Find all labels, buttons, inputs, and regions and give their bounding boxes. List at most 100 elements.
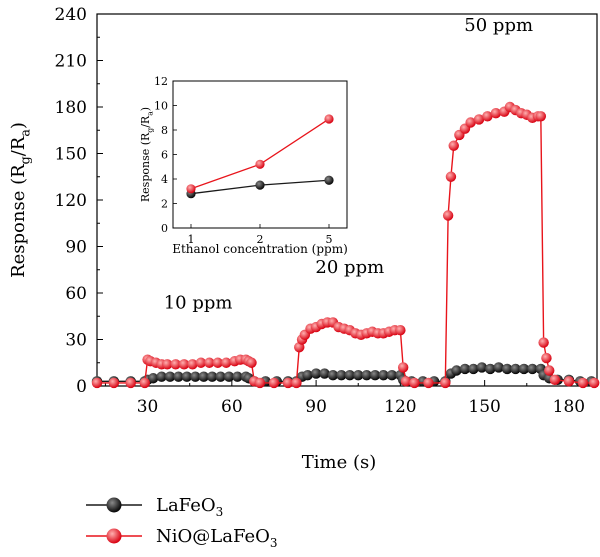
- concentration-label: 10 ppm: [164, 293, 233, 314]
- data-point: [386, 369, 398, 381]
- data-point: [527, 363, 538, 375]
- y-label-part: ): [139, 107, 152, 111]
- y-label-part: Response (R: [8, 164, 29, 278]
- data-point: [369, 369, 381, 381]
- inset-data-point: [186, 184, 196, 194]
- y-label-part: /R: [139, 115, 152, 128]
- legend-label-sub: 3: [270, 536, 278, 550]
- data-point: [221, 357, 232, 368]
- data-point: [473, 114, 485, 125]
- data-point: [91, 377, 103, 389]
- data-point: [588, 377, 600, 389]
- x-tick-label: 180: [553, 397, 585, 417]
- legend-label-base: NiO@LaFeO: [156, 526, 270, 547]
- x-tick-label: 150: [468, 397, 500, 417]
- data-point: [195, 357, 207, 368]
- inset-x-tick-label: 1: [188, 233, 195, 246]
- y-label-sub: g: [145, 128, 154, 133]
- y-axis-label: Response (Rg/Ra): [8, 122, 32, 278]
- data-point: [442, 210, 454, 221]
- data-point: [423, 377, 434, 389]
- inset-y-tick-label: 12: [154, 75, 168, 88]
- data-point: [459, 363, 471, 375]
- data-point: [577, 377, 589, 389]
- x-tick-label: 90: [305, 397, 327, 417]
- inset-y-tick-label: 8: [161, 124, 168, 137]
- data-point: [541, 352, 552, 364]
- y-label-part: Response (R: [139, 132, 152, 202]
- inset-y-tick-label: 6: [161, 149, 168, 162]
- legend-label: LaFeO3: [156, 495, 223, 519]
- data-point: [353, 369, 364, 381]
- data-point: [518, 363, 530, 375]
- data-point: [409, 377, 420, 389]
- data-point: [215, 371, 226, 382]
- y-tick-label: 240: [55, 5, 87, 25]
- concentration-label: 20 ppm: [315, 257, 384, 278]
- data-point: [465, 117, 476, 128]
- data-point: [344, 369, 356, 381]
- data-point: [268, 377, 280, 389]
- data-point: [395, 325, 406, 336]
- y-tick-label: 150: [55, 145, 87, 165]
- data-point: [125, 377, 136, 389]
- data-point: [187, 359, 198, 370]
- data-point: [164, 371, 176, 382]
- concentration-label: 50 ppm: [464, 15, 533, 36]
- data-point: [204, 357, 215, 368]
- data-point: [327, 369, 339, 381]
- inset-data-point: [324, 114, 334, 124]
- data-point: [246, 357, 257, 368]
- data-point: [170, 359, 181, 370]
- inset-data-point: [255, 159, 265, 169]
- data-point: [162, 359, 173, 370]
- legend-label-base: LaFeO: [156, 495, 216, 516]
- inset-y-tick-label: 10: [154, 100, 168, 113]
- inset-y-axis-label: Response (Rg/Ra): [139, 107, 154, 202]
- data-point: [319, 368, 330, 379]
- data-point: [501, 363, 513, 375]
- y-label-sub: a: [17, 129, 32, 137]
- data-point: [156, 371, 167, 382]
- inset-data-point: [324, 175, 334, 185]
- y-label-sub: a: [145, 111, 154, 116]
- data-point: [302, 369, 313, 381]
- legend-marker: [106, 528, 122, 544]
- data-point: [206, 371, 218, 382]
- data-point: [397, 362, 409, 373]
- x-tick-label: 120: [384, 397, 416, 417]
- data-point: [282, 377, 294, 389]
- data-point: [400, 376, 412, 387]
- data-point: [544, 365, 555, 376]
- data-point: [445, 171, 457, 182]
- legend-label: NiO@LaFeO3: [156, 526, 278, 550]
- inset-x-tick-label: 2: [257, 233, 264, 246]
- y-tick-label: 120: [55, 191, 87, 211]
- data-point: [198, 371, 209, 382]
- data-point: [232, 371, 243, 382]
- y-label-sub: g: [17, 156, 32, 164]
- data-point: [485, 363, 496, 375]
- x-tick-label: 30: [137, 397, 159, 417]
- data-point: [476, 362, 488, 373]
- y-tick-label: 0: [76, 377, 87, 397]
- data-point: [493, 362, 504, 373]
- data-point: [490, 108, 502, 119]
- data-point: [563, 376, 575, 387]
- data-point: [451, 365, 462, 376]
- inset-x-tick-label: 5: [326, 233, 333, 246]
- data-point: [361, 369, 372, 381]
- data-point: [173, 371, 184, 382]
- data-point: [190, 371, 201, 382]
- data-point: [440, 377, 451, 389]
- inset-plot-frame: [172, 80, 348, 229]
- inset-y-tick-label: 2: [161, 198, 168, 211]
- inset-y-tick-label: 0: [161, 222, 168, 235]
- x-tick-label: 60: [221, 397, 243, 417]
- x-axis-label: Time (s): [302, 452, 377, 473]
- legend-label-sub: 3: [216, 505, 224, 519]
- inset-data-point: [255, 180, 265, 190]
- data-point: [482, 111, 493, 122]
